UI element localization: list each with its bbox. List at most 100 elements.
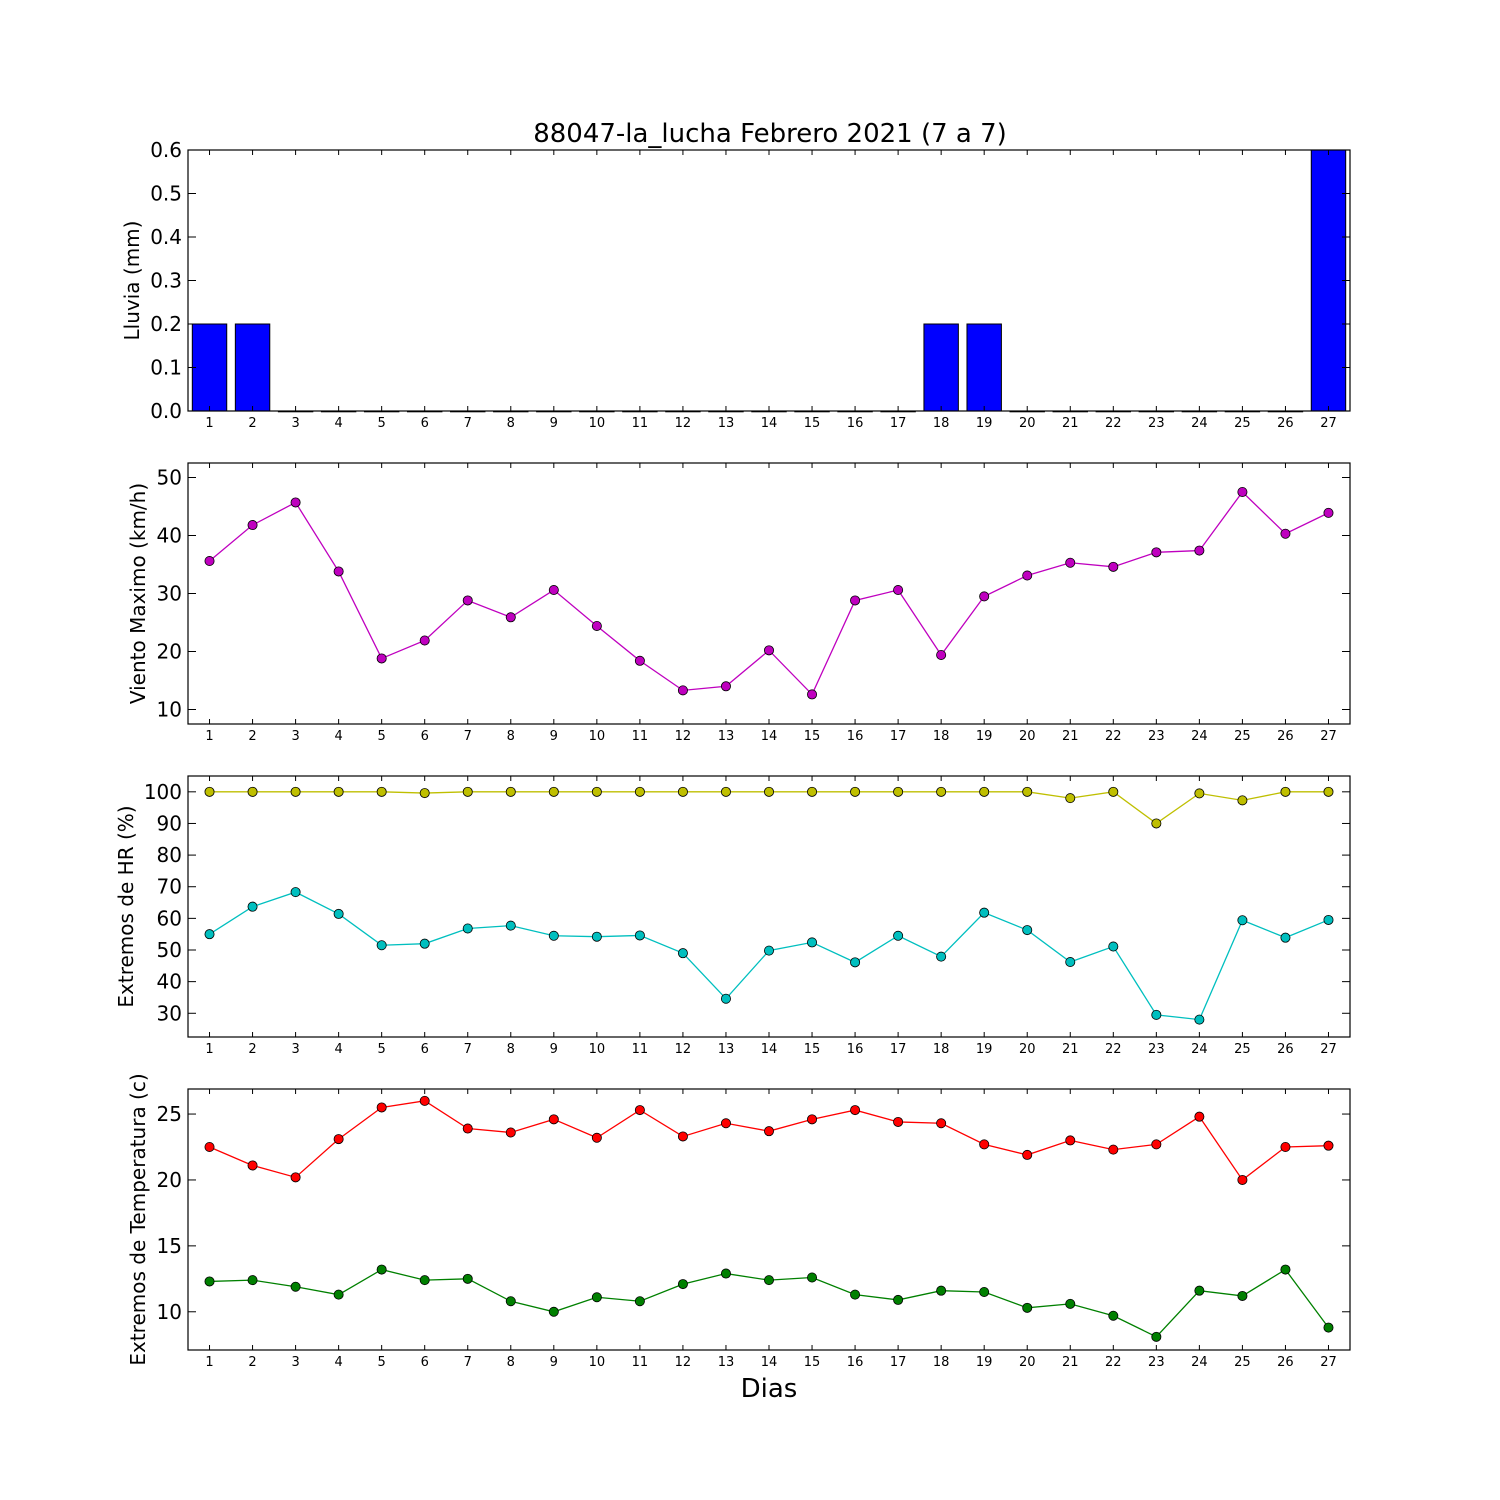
- wind-xtick-label-8: 8: [507, 729, 515, 744]
- rainfall-xtick-label-20: 20: [1019, 416, 1036, 431]
- wind-series-0-point-16: [850, 595, 861, 606]
- rainfall-xtick-label-12: 12: [675, 416, 692, 431]
- wind-series-0-line: [209, 491, 1329, 696]
- temperature-series-0-point-2: [247, 1160, 258, 1171]
- wind-ytick-label-2: 30: [157, 582, 182, 606]
- temperature-series-0-point-26: [1280, 1142, 1291, 1153]
- humidity-xtick-label-5: 5: [378, 1042, 386, 1057]
- temperature-series-1-point-2: [247, 1275, 258, 1286]
- wind-xtick-label-14: 14: [761, 729, 778, 744]
- temperature-xtick-label-26: 26: [1277, 1355, 1294, 1370]
- wind-series-0-point-19: [979, 591, 990, 602]
- wind-series-0-point-22: [1108, 561, 1119, 572]
- temperature-xtick-label-16: 16: [847, 1355, 864, 1370]
- rainfall-xtick-label-8: 8: [507, 416, 515, 431]
- temperature-series-1-point-14: [764, 1275, 775, 1286]
- temperature-xtick-label-24: 24: [1191, 1355, 1208, 1370]
- wind-xtick-label-26: 26: [1277, 729, 1294, 744]
- humidity-series-0-point-14: [764, 786, 775, 797]
- wind-panel: 1 2 3 4 5 6 7 8 9 10 11 12 13 14 15 16 17 18 19 20 21 22 23 24 2…: [126, 462, 1351, 744]
- humidity-xtick-label-2: 2: [248, 1042, 256, 1057]
- temperature-series-1-point-9: [548, 1306, 559, 1317]
- wind-series-0-point-8: [505, 612, 516, 623]
- temperature-series-0-point-9: [548, 1114, 559, 1125]
- humidity-xtick-label-9: 9: [550, 1042, 558, 1057]
- temperature-ytick-label-1: 15: [157, 1234, 182, 1258]
- temperature-series-1-point-12: [677, 1279, 688, 1290]
- humidity-series-0-point-12: [677, 786, 688, 797]
- rainfall-bar-2: [234, 323, 271, 412]
- humidity-series-0-point-20: [1022, 786, 1033, 797]
- humidity-series-1-point-4: [333, 908, 344, 919]
- humidity-series-0-point-15: [807, 786, 818, 797]
- temperature-series-0-point-13: [720, 1118, 731, 1129]
- humidity-series-0-point-3: [290, 786, 301, 797]
- humidity-ytick-label-3: 60: [157, 906, 182, 930]
- rainfall-xtick-label-3: 3: [291, 416, 299, 431]
- wind-series-0-point-5: [376, 653, 387, 664]
- temperature-series-0-point-12: [677, 1131, 688, 1142]
- humidity-ytick-label-7: 100: [144, 780, 182, 804]
- humidity-ytick-label-4: 70: [157, 875, 182, 899]
- temperature-series-1-point-20: [1022, 1302, 1033, 1313]
- rainfall-xtick-label-11: 11: [632, 416, 649, 431]
- wind-ytick-label-4: 50: [157, 466, 182, 490]
- wind-xtick-label-16: 16: [847, 729, 864, 744]
- humidity-xtick-label-16: 16: [847, 1042, 864, 1057]
- humidity-series-0-point-2: [247, 786, 258, 797]
- humidity-panel: 1 2 3 4 5 6 7 8 9 10 11 12 13 14 15 16 17 18 19 20 21 22 23 24 2…: [114, 775, 1351, 1057]
- rainfall-xtick-label-26: 26: [1277, 416, 1294, 431]
- temperature-series-0-point-17: [893, 1116, 904, 1127]
- temperature-series-0-point-19: [979, 1139, 990, 1150]
- wind-xtick-label-15: 15: [804, 729, 821, 744]
- humidity-series-1-line: [209, 891, 1329, 1021]
- temperature-xtick-label-8: 8: [507, 1355, 515, 1370]
- rainfall-ytick-label-5: 0.5: [150, 182, 182, 206]
- wind-xtick-label-7: 7: [464, 729, 472, 744]
- temperature-series-0-point-20: [1022, 1149, 1033, 1160]
- humidity-xtick-label-26: 26: [1277, 1042, 1294, 1057]
- temperature-xtick-label-6: 6: [421, 1355, 429, 1370]
- humidity-series-0-point-23: [1151, 818, 1162, 829]
- humidity-series-1-point-1: [204, 929, 215, 940]
- temperature-xtick-label-3: 3: [291, 1355, 299, 1370]
- humidity-axes-frame: [187, 775, 1351, 1038]
- rainfall-bar-19: [966, 323, 1002, 412]
- wind-series-0-point-6: [419, 635, 430, 646]
- temperature-y-axis-label: Extremos de Temperatura (c): [126, 1073, 150, 1365]
- rainfall-xtick-label-23: 23: [1148, 416, 1165, 431]
- wind-series-0-point-18: [936, 649, 947, 660]
- humidity-series-0-point-5: [376, 786, 387, 797]
- rainfall-xtick-label-21: 21: [1062, 416, 1079, 431]
- temperature-series-0-point-10: [591, 1132, 602, 1143]
- wind-series-0-point-7: [462, 595, 473, 606]
- wind-xtick-label-19: 19: [976, 729, 993, 744]
- wind-ytick-label-1: 20: [157, 640, 182, 664]
- temperature-ytick-label-2: 20: [157, 1168, 182, 1192]
- wind-xtick-label-2: 2: [248, 729, 256, 744]
- wind-xtick-label-5: 5: [378, 729, 386, 744]
- wind-xtick-label-12: 12: [675, 729, 692, 744]
- temperature-xtick-label-4: 4: [334, 1355, 342, 1370]
- wind-y-axis-label: Viento Maximo (km/h): [126, 483, 150, 704]
- temperature-xtick-label-14: 14: [761, 1355, 778, 1370]
- rainfall-ytick-label-6: 0.6: [150, 138, 182, 162]
- humidity-ytick-label-1: 40: [157, 970, 182, 994]
- rainfall-bar-1: [191, 323, 228, 412]
- wind-series-0-point-23: [1151, 547, 1162, 558]
- temperature-xtick-label-11: 11: [632, 1355, 649, 1370]
- temperature-panel: 1 2 3 4 5 6 7 8 9 10 11 12 13 14 15 16 17 18 19 20 21 22 23 24 2…: [126, 1073, 1351, 1370]
- humidity-series-1-point-20: [1022, 925, 1033, 936]
- rainfall-ytick-label-3: 0.3: [150, 269, 182, 293]
- temperature-series-0-point-25: [1237, 1174, 1248, 1185]
- humidity-series-0-point-4: [333, 786, 344, 797]
- humidity-series-1-point-13: [720, 993, 731, 1004]
- wind-xtick-label-9: 9: [550, 729, 558, 744]
- humidity-series-0-point-9: [548, 786, 559, 797]
- temperature-series-1-point-17: [893, 1294, 904, 1305]
- temperature-ytick-label-3: 25: [157, 1102, 182, 1126]
- humidity-series-0-point-8: [505, 786, 516, 797]
- humidity-xtick-label-10: 10: [589, 1042, 606, 1057]
- wind-series-0-point-11: [634, 655, 645, 666]
